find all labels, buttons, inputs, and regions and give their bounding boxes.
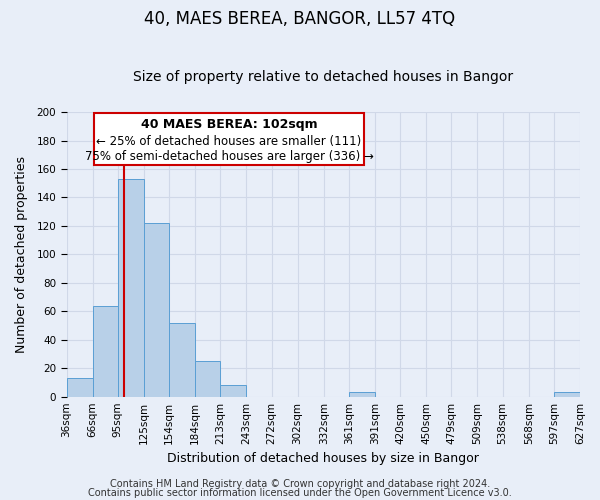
Text: 75% of semi-detached houses are larger (336) →: 75% of semi-detached houses are larger (…	[85, 150, 373, 164]
Text: 40 MAES BEREA: 102sqm: 40 MAES BEREA: 102sqm	[140, 118, 317, 130]
Bar	[554, 392, 580, 396]
Text: 40, MAES BEREA, BANGOR, LL57 4TQ: 40, MAES BEREA, BANGOR, LL57 4TQ	[145, 10, 455, 28]
Y-axis label: Number of detached properties: Number of detached properties	[15, 156, 28, 353]
Title: Size of property relative to detached houses in Bangor: Size of property relative to detached ho…	[133, 70, 514, 85]
Bar	[220, 386, 247, 396]
Bar	[195, 361, 220, 396]
X-axis label: Distribution of detached houses by size in Bangor: Distribution of detached houses by size …	[167, 452, 479, 465]
Text: Contains public sector information licensed under the Open Government Licence v3: Contains public sector information licen…	[88, 488, 512, 498]
Bar	[349, 392, 375, 396]
Bar	[92, 306, 118, 396]
Bar	[144, 223, 169, 396]
Bar	[169, 322, 195, 396]
Text: ← 25% of detached houses are smaller (111): ← 25% of detached houses are smaller (11…	[97, 135, 362, 148]
Bar	[67, 378, 92, 396]
Bar	[118, 179, 144, 396]
Text: Contains HM Land Registry data © Crown copyright and database right 2024.: Contains HM Land Registry data © Crown c…	[110, 479, 490, 489]
FancyBboxPatch shape	[94, 114, 364, 164]
